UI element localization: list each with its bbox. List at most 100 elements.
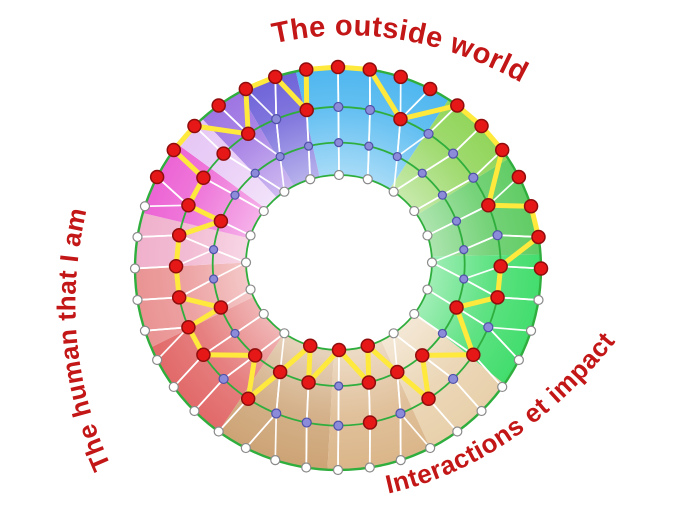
red-node[interactable] bbox=[240, 126, 256, 142]
white-node[interactable] bbox=[409, 205, 420, 217]
white-node[interactable] bbox=[279, 186, 290, 197]
red-node[interactable] bbox=[171, 227, 187, 243]
purple-node[interactable] bbox=[301, 417, 312, 428]
white-node[interactable] bbox=[258, 205, 269, 217]
red-node[interactable] bbox=[213, 213, 229, 229]
purple-node[interactable] bbox=[417, 168, 427, 178]
white-node[interactable] bbox=[240, 257, 252, 268]
white-node[interactable] bbox=[245, 284, 256, 295]
purple-node[interactable] bbox=[492, 230, 503, 241]
red-node[interactable] bbox=[213, 300, 229, 315]
purple-node[interactable] bbox=[364, 104, 376, 116]
purple-node[interactable] bbox=[250, 168, 260, 178]
purple-node[interactable] bbox=[334, 381, 344, 391]
red-node[interactable] bbox=[533, 261, 549, 276]
white-node[interactable] bbox=[279, 328, 290, 339]
red-node[interactable] bbox=[196, 347, 211, 363]
purple-node[interactable] bbox=[275, 151, 285, 162]
red-node[interactable] bbox=[494, 142, 510, 158]
red-node[interactable] bbox=[422, 81, 438, 97]
red-node[interactable] bbox=[247, 348, 263, 363]
red-node[interactable] bbox=[299, 102, 314, 118]
purple-node[interactable] bbox=[395, 408, 406, 419]
white-node[interactable] bbox=[513, 354, 524, 366]
purple-node[interactable] bbox=[303, 141, 314, 151]
white-node[interactable] bbox=[422, 230, 433, 241]
purple-node[interactable] bbox=[423, 128, 434, 139]
red-node[interactable] bbox=[490, 290, 505, 305]
white-node[interactable] bbox=[152, 354, 163, 366]
red-node[interactable] bbox=[481, 198, 496, 213]
white-node[interactable] bbox=[425, 442, 436, 454]
red-node[interactable] bbox=[303, 338, 318, 353]
red-node[interactable] bbox=[301, 375, 316, 390]
red-node[interactable] bbox=[211, 98, 226, 113]
red-node[interactable] bbox=[360, 338, 375, 353]
white-node[interactable] bbox=[426, 257, 438, 268]
white-node[interactable] bbox=[333, 169, 345, 181]
red-node[interactable] bbox=[171, 290, 187, 305]
purple-node[interactable] bbox=[437, 328, 447, 339]
purple-node[interactable] bbox=[271, 113, 282, 125]
red-node[interactable] bbox=[531, 229, 546, 245]
red-node[interactable] bbox=[361, 375, 377, 390]
red-node[interactable] bbox=[331, 342, 347, 358]
red-node[interactable] bbox=[187, 118, 202, 134]
red-node[interactable] bbox=[166, 142, 182, 158]
white-node[interactable] bbox=[452, 426, 463, 437]
white-node[interactable] bbox=[132, 294, 143, 306]
red-node[interactable] bbox=[362, 62, 378, 77]
red-node[interactable] bbox=[415, 348, 430, 363]
red-node[interactable] bbox=[330, 59, 346, 75]
red-node[interactable] bbox=[268, 69, 283, 85]
white-node[interactable] bbox=[301, 462, 312, 473]
red-node[interactable] bbox=[466, 347, 481, 363]
white-node[interactable] bbox=[168, 381, 179, 393]
white-node[interactable] bbox=[189, 405, 200, 417]
purple-node[interactable] bbox=[333, 420, 344, 431]
red-node[interactable] bbox=[298, 62, 314, 77]
purple-node[interactable] bbox=[392, 151, 402, 162]
purple-node[interactable] bbox=[333, 101, 344, 113]
purple-node[interactable] bbox=[448, 148, 459, 159]
purple-node[interactable] bbox=[334, 138, 344, 148]
purple-node[interactable] bbox=[468, 172, 479, 183]
white-node[interactable] bbox=[395, 455, 406, 466]
purple-node[interactable] bbox=[271, 408, 282, 419]
white-node[interactable] bbox=[305, 174, 316, 185]
white-node[interactable] bbox=[388, 186, 399, 197]
purple-node[interactable] bbox=[209, 245, 219, 255]
white-node[interactable] bbox=[129, 263, 141, 274]
white-node[interactable] bbox=[388, 328, 399, 339]
white-node[interactable] bbox=[476, 405, 487, 417]
red-node[interactable] bbox=[240, 391, 256, 406]
red-node[interactable] bbox=[421, 391, 436, 406]
purple-node[interactable] bbox=[448, 373, 459, 385]
red-node[interactable] bbox=[362, 415, 378, 430]
purple-node[interactable] bbox=[209, 274, 219, 284]
purple-node[interactable] bbox=[437, 190, 447, 200]
red-node[interactable] bbox=[216, 146, 231, 161]
red-node[interactable] bbox=[511, 169, 527, 185]
red-node[interactable] bbox=[149, 169, 165, 185]
white-node[interactable] bbox=[332, 464, 344, 476]
white-node[interactable] bbox=[132, 231, 143, 243]
red-node[interactable] bbox=[393, 111, 408, 127]
red-node[interactable] bbox=[523, 198, 539, 214]
red-node[interactable] bbox=[168, 259, 184, 274]
white-node[interactable] bbox=[364, 462, 375, 473]
purple-node[interactable] bbox=[483, 322, 494, 333]
white-node[interactable] bbox=[245, 230, 256, 241]
purple-node[interactable] bbox=[451, 216, 462, 226]
red-node[interactable] bbox=[196, 170, 211, 186]
white-node[interactable] bbox=[422, 284, 433, 295]
white-node[interactable] bbox=[139, 201, 151, 212]
white-node[interactable] bbox=[139, 325, 151, 336]
red-node[interactable] bbox=[181, 320, 196, 335]
red-node[interactable] bbox=[393, 69, 408, 85]
purple-node[interactable] bbox=[459, 274, 469, 284]
red-node[interactable] bbox=[493, 259, 508, 274]
white-node[interactable] bbox=[525, 325, 537, 336]
purple-node[interactable] bbox=[459, 245, 469, 255]
white-node[interactable] bbox=[409, 308, 420, 320]
